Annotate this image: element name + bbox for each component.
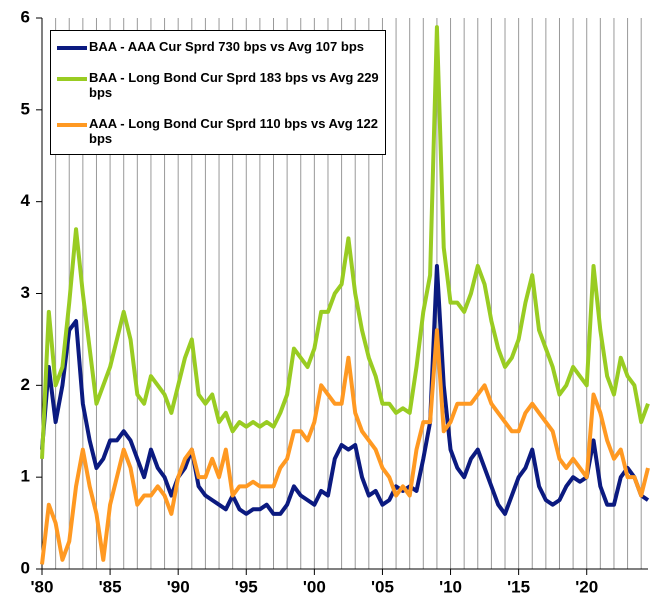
y-tick-label: 5 bbox=[21, 99, 30, 118]
x-tick-label: '15 bbox=[507, 577, 530, 596]
y-tick-label: 6 bbox=[21, 7, 30, 26]
x-tick-label: '95 bbox=[235, 577, 258, 596]
x-tick-label: '90 bbox=[167, 577, 190, 596]
y-tick-label: 0 bbox=[21, 558, 30, 577]
legend: BAA - AAA Cur Sprd 730 bps vs Avg 107 bp… bbox=[50, 30, 386, 155]
y-tick-label: 4 bbox=[21, 191, 31, 210]
legend-label: BAA - Long Bond Cur Sprd 183 bps vs Avg … bbox=[89, 70, 379, 100]
x-tick-label: '05 bbox=[371, 577, 394, 596]
x-tick-label: '20 bbox=[575, 577, 598, 596]
legend-entry: BAA - Long Bond Cur Sprd 183 bps vs Avg … bbox=[57, 70, 379, 100]
legend-swatch bbox=[57, 123, 87, 127]
series-line bbox=[40, 25, 650, 459]
x-tick-label: '80 bbox=[31, 577, 54, 596]
legend-label: AAA - Long Bond Cur Sprd 110 bps vs Avg … bbox=[89, 116, 378, 146]
y-tick-label: 2 bbox=[21, 375, 30, 394]
x-tick-label: '10 bbox=[439, 577, 462, 596]
y-tick-label: 3 bbox=[21, 283, 30, 302]
x-tick-label: '00 bbox=[303, 577, 326, 596]
x-tick-label: '85 bbox=[99, 577, 122, 596]
legend-swatch bbox=[57, 77, 87, 81]
legend-swatch bbox=[57, 46, 87, 50]
series-line bbox=[40, 263, 650, 516]
legend-label: BAA - AAA Cur Sprd 730 bps vs Avg 107 bp… bbox=[89, 39, 364, 54]
legend-entry: AAA - Long Bond Cur Sprd 110 bps vs Avg … bbox=[57, 116, 379, 146]
legend-entry: BAA - AAA Cur Sprd 730 bps vs Avg 107 bp… bbox=[57, 39, 379, 54]
y-tick-label: 1 bbox=[21, 467, 30, 486]
series-line bbox=[40, 328, 650, 565]
